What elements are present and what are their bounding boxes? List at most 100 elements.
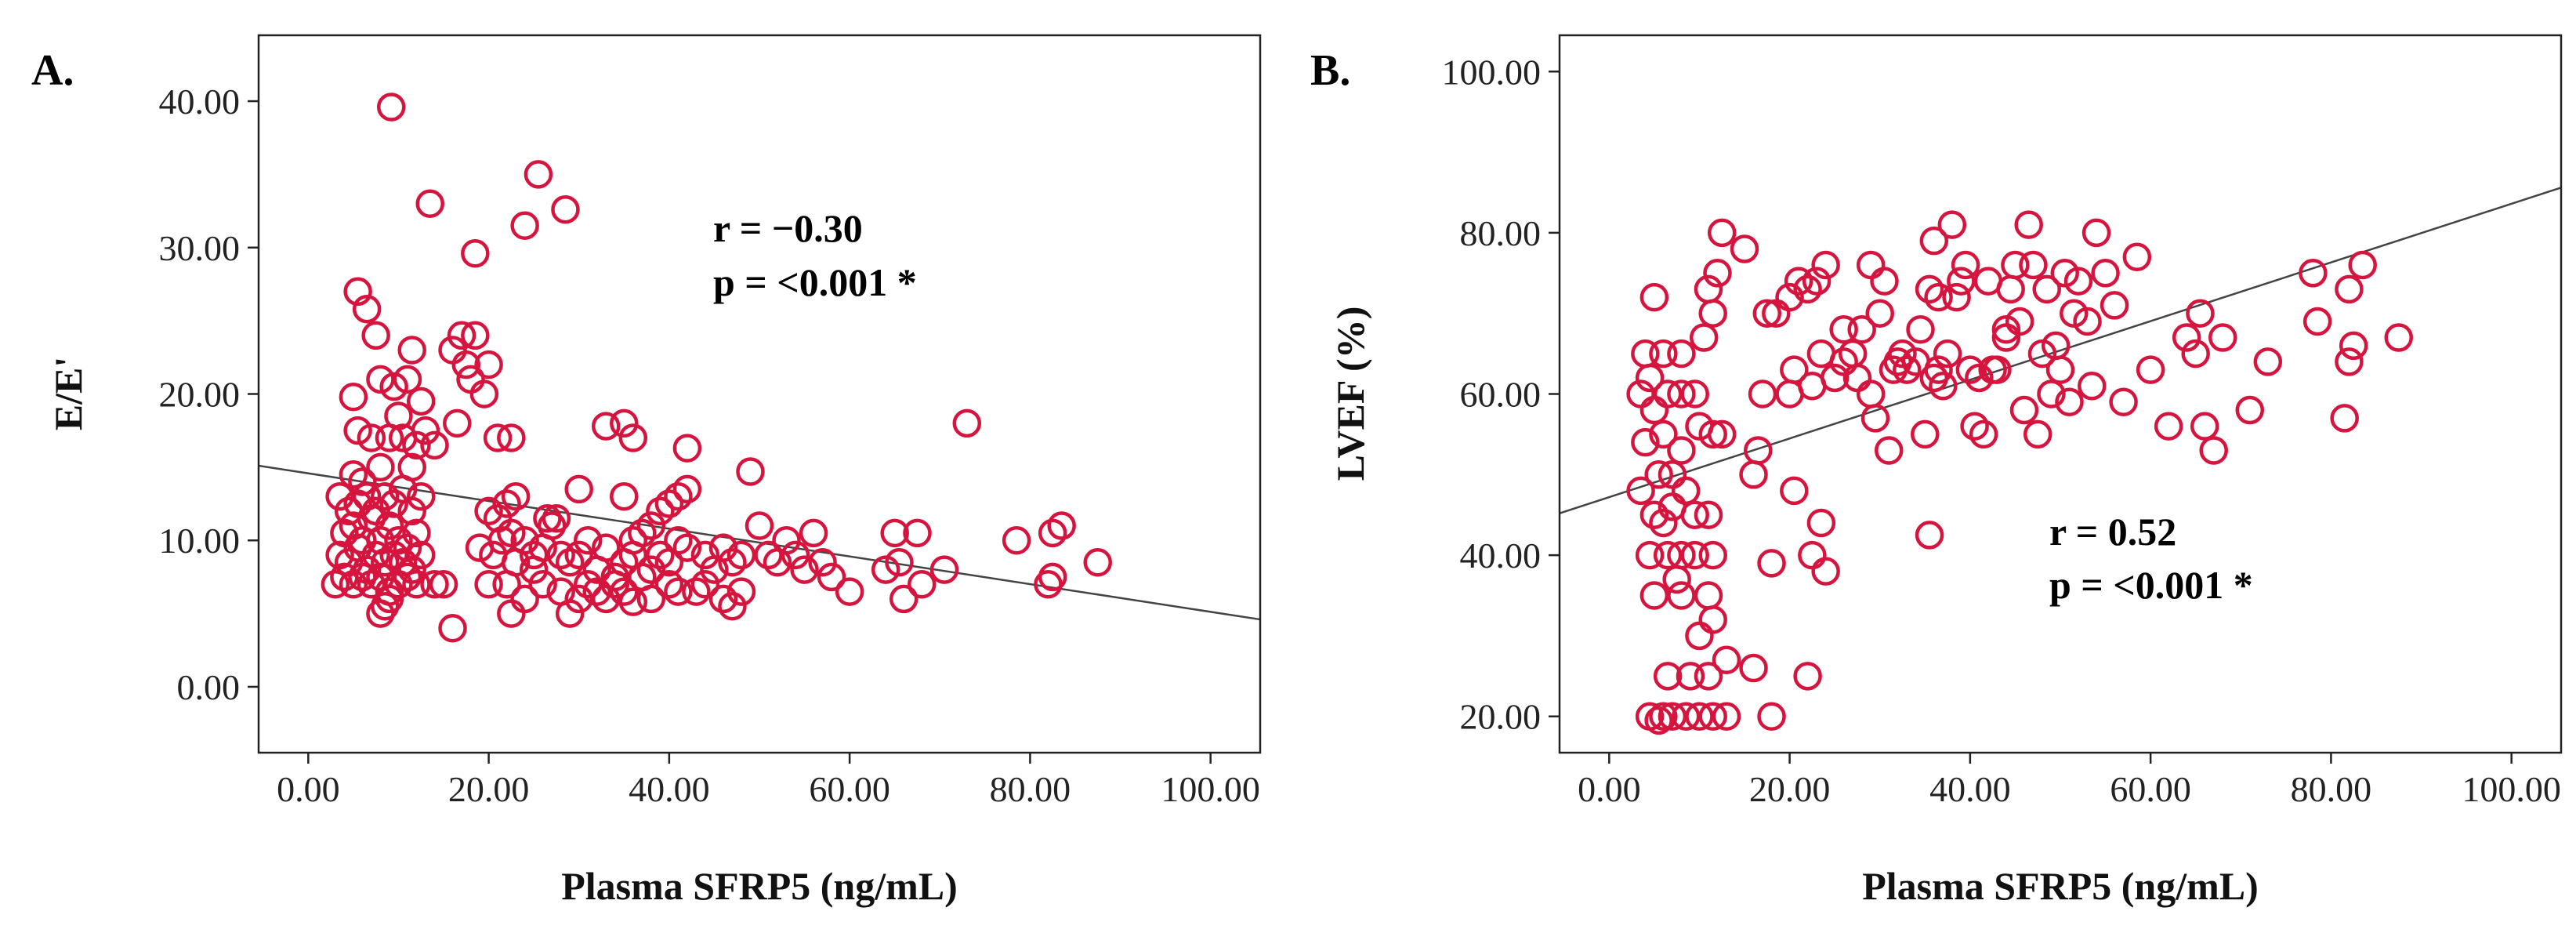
panel-a-data-point xyxy=(555,547,585,577)
panel-b-data-point xyxy=(1793,662,1822,691)
panel-b-data-point xyxy=(1924,355,1953,384)
panel-b-y-axis-label: LVEF (%) xyxy=(1328,307,1372,481)
panel-b-data-point xyxy=(2109,387,2138,417)
panel-a-data-point xyxy=(672,474,702,504)
panel-b-r-annotation: r = 0.52 xyxy=(2049,510,2176,554)
panel-b-data-point xyxy=(1978,355,2007,384)
panel-b-data-point xyxy=(1639,500,1669,529)
panel-b-data-point xyxy=(1667,540,1696,570)
panel-b-data-point xyxy=(1712,702,1741,731)
panel-a-data-point xyxy=(546,540,575,570)
panel-a-data-point xyxy=(406,540,436,570)
panel-b-x-tick-label: 60.00 xyxy=(2110,769,2191,809)
panel-b-data-point xyxy=(1631,427,1660,457)
panel-b-data-point xyxy=(2186,299,2215,328)
panel-a-r-annotation: r = −0.30 xyxy=(713,206,863,250)
panel-a-data-point xyxy=(690,570,720,599)
panel-b-data-point xyxy=(1653,540,1683,570)
panel-b-plot-frame xyxy=(1558,34,2563,754)
panel-b-data-point xyxy=(1635,540,1665,570)
panel-a-data-point xyxy=(903,518,932,548)
panel-a-data-point xyxy=(474,570,503,599)
panel-b-data-point xyxy=(2073,307,2102,336)
panel-b-data-point xyxy=(1639,581,1669,610)
panel-a-data-point xyxy=(889,584,918,614)
panel-b-data-point xyxy=(1820,363,1850,393)
panel-b-data-point xyxy=(1730,234,1759,263)
panel-b: B. 0.00 20.00 40.00 60.00 80.00 100.00 20.00 40… xyxy=(1310,34,2563,908)
panel-a-data-point xyxy=(790,555,819,584)
panel-b-data-point xyxy=(2190,412,2219,441)
panel-b-data-point xyxy=(1915,274,1944,304)
panel-b-data-point xyxy=(1865,299,1894,328)
panel-a-data-point xyxy=(501,547,531,577)
panel-b-data-point xyxy=(2078,371,2107,401)
panel-a-data-point xyxy=(564,474,593,504)
panel-a-data-point xyxy=(402,570,431,599)
panel-a-data-point xyxy=(592,412,621,441)
panel-b-data-point xyxy=(1847,315,1876,344)
panel-a-data-point xyxy=(415,189,445,218)
panel-b-regression-line xyxy=(1559,187,2562,514)
panel-a-y-axis-label: E/E' xyxy=(46,357,90,430)
panel-b-data-point xyxy=(1784,267,1813,296)
panel-b-data-point xyxy=(2063,267,2093,296)
panel-a-data-point xyxy=(618,587,648,616)
panel-a-data-point xyxy=(885,547,914,577)
panel-a-p-annotation: p = <0.001 * xyxy=(713,260,917,304)
panel-a-data-point xyxy=(551,194,580,224)
panel-a-data-point xyxy=(348,467,377,496)
panel-a-data-point xyxy=(325,481,354,511)
panel-b-data-point xyxy=(1698,540,1727,570)
panel-b-data-point xyxy=(1689,323,1719,352)
panel-b-data-point xyxy=(1933,339,1962,368)
panel-b-data-point xyxy=(1919,226,1949,256)
panel-b-data-point xyxy=(2339,331,2368,361)
panel-a-x-tick-label: 40.00 xyxy=(629,769,710,809)
panel-b-data-point xyxy=(1915,521,1944,550)
panel-a-data-point xyxy=(718,547,747,577)
panel-a-data-point xyxy=(447,321,476,350)
panel-b-data-point xyxy=(2302,307,2332,336)
panel-a-y-tick-label: 30.00 xyxy=(159,228,241,268)
panel-a-data-point xyxy=(379,489,408,518)
panel-b-x-axis-label: Plasma SFRP5 (ng/mL) xyxy=(1862,864,2259,908)
panel-b-data-point xyxy=(1653,379,1683,408)
panel-b-data-point xyxy=(2199,436,2228,465)
panel-a-data-point xyxy=(1083,547,1113,577)
panel-b-data-point xyxy=(2055,387,2084,417)
panel-b-data-point xyxy=(2384,323,2414,352)
panel-b-data-point xyxy=(1694,500,1723,529)
panel-a-data-point xyxy=(348,562,377,592)
panel-b-data-point xyxy=(1649,508,1678,538)
panel-b-data-point xyxy=(2335,274,2364,304)
panel-b-data-point xyxy=(1960,412,1989,441)
panel-b-data-point xyxy=(1811,250,1840,280)
panel-b-data-point xyxy=(2023,419,2052,449)
panel-b-data-point xyxy=(1712,645,1741,675)
panel-a-data-point xyxy=(726,540,756,570)
panel-b-data-point xyxy=(1924,282,1953,312)
panel-a-data-point xyxy=(610,481,639,511)
panel-a-data-point xyxy=(754,540,783,570)
panel-a-data-point xyxy=(533,503,562,533)
panel-b-x-tick-label: 0.00 xyxy=(1578,769,1641,809)
panel-b-data-point xyxy=(2122,242,2152,271)
panel-a-data-point xyxy=(664,481,693,511)
panel-a-x-tick-label: 0.00 xyxy=(277,769,340,809)
panel-b-data-point xyxy=(1694,581,1723,610)
panel-b-data-point xyxy=(1671,476,1701,506)
panel-b-data-point xyxy=(1937,210,1967,239)
panel-b-data-point xyxy=(1842,363,1872,393)
panel-a-data-point xyxy=(402,430,431,460)
panel-b-data-point xyxy=(1829,315,1858,344)
panel-a-data-point xyxy=(393,365,422,394)
panel-b-data-point xyxy=(1752,299,1782,328)
panel-b-data-point xyxy=(2001,250,2030,280)
panel-a-data-point xyxy=(469,379,499,408)
panel-a-data-point xyxy=(483,423,513,452)
panel-b-data-point xyxy=(1906,315,1935,344)
panel-a-data-point xyxy=(384,525,413,555)
panel-b-data-point xyxy=(1991,315,2021,344)
panel-a-data-point xyxy=(871,555,900,584)
